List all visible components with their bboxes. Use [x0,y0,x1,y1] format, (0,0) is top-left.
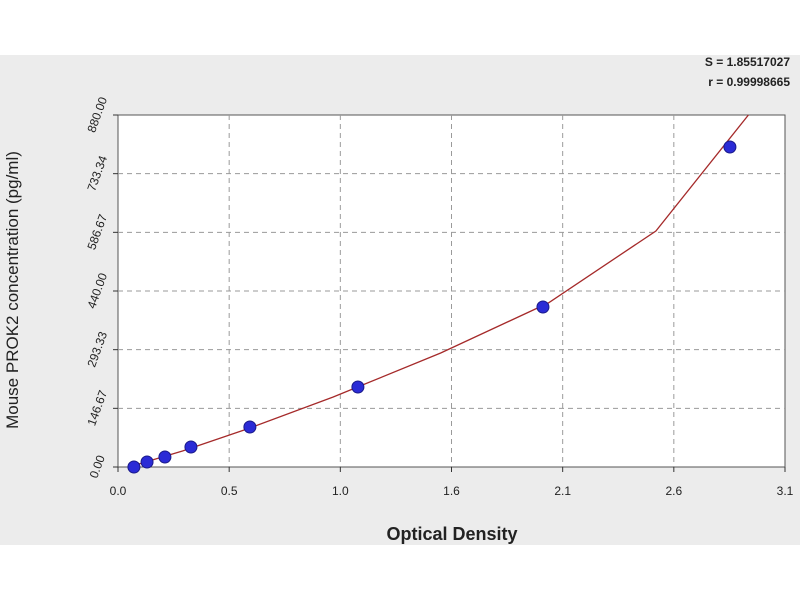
data-point [158,450,172,464]
data-point [243,420,257,434]
x-tick-label: 1.0 [332,484,349,498]
data-point [140,455,154,469]
data-point [351,380,365,394]
x-tick-label: 2.1 [554,484,571,498]
y-axis-title: Mouse PROK2 concentration (pg/ml) [3,151,22,429]
x-tick-label: 0.5 [221,484,238,498]
data-point [536,300,550,314]
data-point [127,460,141,474]
data-point [184,440,198,454]
x-tick-label: 0.0 [110,484,127,498]
x-tick-label: 2.6 [665,484,682,498]
data-point [723,140,737,154]
x-axis-title: Optical Density [386,524,517,544]
annotation: r = 0.99998665 [708,75,790,89]
x-tick-label: 3.1 [777,484,794,498]
annotation: S = 1.85517027 [705,55,790,69]
x-tick-label: 1.6 [443,484,460,498]
